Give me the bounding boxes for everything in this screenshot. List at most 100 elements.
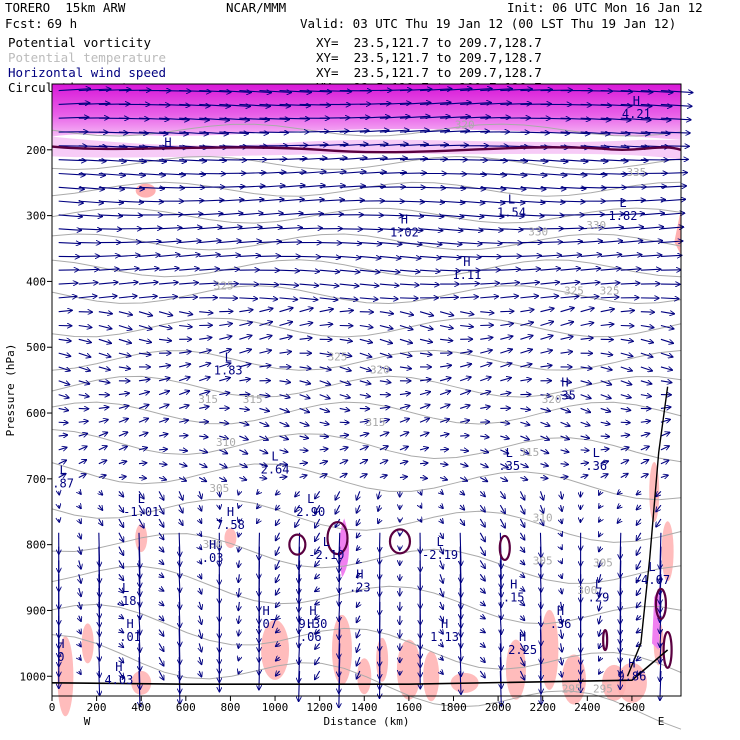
wind-vector (440, 243, 462, 245)
wind-vector (78, 296, 97, 298)
wind-vector (561, 505, 563, 511)
wind-vector (98, 256, 120, 257)
wind-vector (158, 405, 169, 409)
wind-vector (158, 491, 164, 500)
wind-vector (159, 297, 177, 298)
wind-vector (460, 405, 470, 408)
west-end-label: W (84, 715, 91, 728)
wind-vector (315, 532, 321, 542)
wind-vector (419, 102, 451, 104)
wind-vector (239, 436, 248, 440)
wind-vector (98, 160, 126, 162)
wind-vector (500, 89, 532, 91)
wind-vector (239, 118, 269, 120)
wind-vector (159, 464, 167, 465)
wind-vector (440, 339, 453, 340)
wind-vector (640, 91, 673, 93)
wind-vector (79, 587, 81, 597)
wind-vector (219, 436, 228, 439)
wind-vector (315, 546, 321, 555)
wind-vector (399, 338, 413, 343)
wind-vector (78, 187, 105, 189)
extremum-kind: L (648, 560, 655, 574)
wind-vector (600, 146, 629, 148)
extrema-label-layer: 320 335 330 330 325 325 325 325 320 320 315 315 315 3… (52, 94, 670, 696)
wind-vector (79, 546, 81, 555)
wind-vector (560, 241, 583, 242)
wind-vector (399, 353, 412, 356)
wind-vector (379, 284, 399, 286)
wind-vector (158, 326, 172, 329)
wind-vector (480, 630, 485, 633)
wind-vector (620, 435, 630, 436)
wind-vector (479, 670, 485, 678)
isentrope-label: 320 (370, 364, 390, 377)
wind-vector (500, 324, 513, 326)
wind-vector (158, 629, 164, 637)
wind-vector (179, 241, 201, 243)
wind-vector (158, 532, 164, 540)
wind-vector (520, 602, 524, 606)
wind-vector (339, 670, 340, 708)
wind-vector (239, 255, 260, 256)
wind-vector (299, 172, 327, 174)
wind-vector (519, 491, 524, 500)
wind-vector (58, 103, 90, 105)
wind-vector (359, 229, 383, 230)
wind-vector (600, 394, 611, 399)
wind-vector (440, 187, 466, 188)
wind-vector (640, 186, 667, 187)
wind-vector (219, 336, 232, 339)
wind-vector (540, 160, 567, 162)
wind-vector (480, 229, 503, 231)
wind-vector (58, 353, 71, 356)
wind-vector (98, 187, 125, 189)
extremum-value: .18 (115, 594, 137, 608)
wind-vector (118, 461, 127, 464)
wind-vector (640, 381, 652, 384)
wind-vector (460, 505, 464, 510)
wind-vector (560, 464, 569, 465)
wind-vector-layer (59, 89, 693, 708)
extremum-value: .23 (349, 581, 371, 595)
wind-vector (339, 158, 367, 160)
wind-vector (118, 367, 130, 369)
wind-vector (359, 117, 390, 119)
wind-vector (660, 460, 669, 464)
wind-vector (520, 560, 524, 564)
wind-vector (276, 546, 280, 556)
wind-vector (439, 478, 447, 480)
wind-vector (199, 436, 208, 437)
wind-vector (319, 436, 329, 437)
isentrope-line (51, 317, 682, 338)
isentrope-line (51, 429, 682, 463)
wind-vector (339, 144, 368, 146)
wind-vector (640, 366, 653, 371)
wind-vector (500, 422, 509, 423)
wind-vector (58, 422, 68, 423)
wind-vector (399, 201, 425, 202)
wind-vector (199, 337, 212, 339)
wind-vector (636, 601, 641, 608)
wind-vector (219, 269, 239, 270)
wind-vector (259, 172, 285, 173)
wind-vector (419, 448, 428, 450)
wind-vector (440, 643, 443, 646)
wind-vector (620, 408, 631, 410)
wind-vector (640, 269, 661, 270)
wind-vector (319, 131, 349, 132)
wind-vector (159, 187, 185, 188)
wind-vector (339, 560, 340, 581)
extremum-value: -2.10 (308, 548, 344, 562)
wind-vector (239, 213, 263, 215)
wind-vector (520, 256, 541, 257)
extremum-kind: L (436, 535, 443, 549)
wind-vector (78, 352, 91, 357)
wind-vector (356, 588, 359, 592)
wind-vector (179, 420, 188, 422)
x-tick-label: 2000 (485, 701, 512, 714)
wind-vector (540, 422, 549, 426)
wind-vector (460, 131, 489, 132)
wind-vector (379, 338, 393, 343)
wind-vector (79, 519, 81, 524)
